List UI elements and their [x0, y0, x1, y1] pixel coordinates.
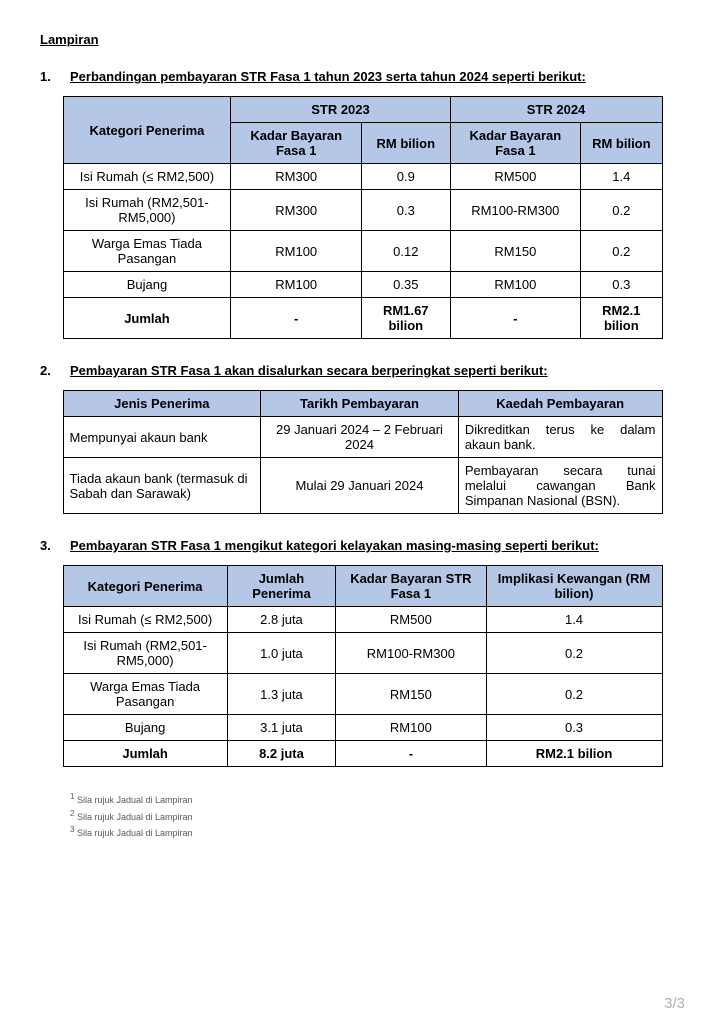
cell: Isi Rumah (≤ RM2,500): [63, 607, 227, 633]
cell: RM300: [231, 190, 362, 231]
cell: RM300: [231, 164, 362, 190]
cell: 29 Januari 2024 – 2 Februari 2024: [261, 417, 459, 458]
page-title: Lampiran: [40, 32, 685, 47]
table-3: Kategori Penerima Jumlah Penerima Kadar …: [63, 565, 663, 767]
section-1-num: 1.: [40, 69, 70, 84]
cell: 1.4: [581, 164, 662, 190]
cell: 1.0 juta: [227, 633, 336, 674]
cell: Pembayaran secara tunai melalui cawangan…: [458, 458, 662, 514]
cell: 0.35: [362, 272, 451, 298]
col-str2023: STR 2023: [231, 97, 450, 123]
cell: RM100: [231, 272, 362, 298]
cell: RM500: [450, 164, 581, 190]
cell: Warga Emas Tiada Pasangan: [63, 231, 231, 272]
footnote-1: 1 Sila rujuk Jadual di Lampiran: [70, 791, 685, 808]
col-kadar-1: Kadar Bayaran Fasa 1: [231, 123, 362, 164]
table-row-total: Jumlah - RM1.67 bilion - RM2.1 bilion: [63, 298, 662, 339]
page-number: 3/3: [664, 995, 685, 1012]
table-row: Isi Rumah (≤ RM2,500) 2.8 juta RM500 1.4: [63, 607, 662, 633]
section-2-num: 2.: [40, 363, 70, 378]
cell: 0.9: [362, 164, 451, 190]
cell: Tiada akaun bank (termasuk di Sabah dan …: [63, 458, 261, 514]
table-1: Kategori Penerima STR 2023 STR 2024 Kada…: [63, 96, 663, 339]
cell: RM100: [336, 715, 486, 741]
footnote-3: 3 Sila rujuk Jadual di Lampiran: [70, 824, 685, 841]
cell: RM100-RM300: [336, 633, 486, 674]
cell: -: [450, 298, 581, 339]
col-tarikh: Tarikh Pembayaran: [261, 391, 459, 417]
cell: 8.2 juta: [227, 741, 336, 767]
cell: Mempunyai akaun bank: [63, 417, 261, 458]
table-row: Warga Emas Tiada Pasangan RM100 0.12 RM1…: [63, 231, 662, 272]
col-kadar-3: Kadar Bayaran STR Fasa 1: [336, 566, 486, 607]
table-row: Tiada akaun bank (termasuk di Sabah dan …: [63, 458, 662, 514]
cell: RM1.67 bilion: [362, 298, 451, 339]
table-row: Kategori Penerima STR 2023 STR 2024: [63, 97, 662, 123]
table-row: Isi Rumah (≤ RM2,500) RM300 0.9 RM500 1.…: [63, 164, 662, 190]
cell: 0.3: [581, 272, 662, 298]
cell: RM100: [231, 231, 362, 272]
cell: -: [336, 741, 486, 767]
cell: RM2.1 bilion: [486, 741, 662, 767]
cell: 0.3: [362, 190, 451, 231]
cell: Mulai 29 Januari 2024: [261, 458, 459, 514]
table-row: Bujang RM100 0.35 RM100 0.3: [63, 272, 662, 298]
col-rm-2: RM bilion: [581, 123, 662, 164]
cell: RM2.1 bilion: [581, 298, 662, 339]
cell: 1.3 juta: [227, 674, 336, 715]
cell: Bujang: [63, 272, 231, 298]
section-1-title: Perbandingan pembayaran STR Fasa 1 tahun…: [70, 69, 586, 84]
cell: RM150: [336, 674, 486, 715]
col-kategori-3: Kategori Penerima: [63, 566, 227, 607]
col-str2024: STR 2024: [450, 97, 662, 123]
col-kaedah: Kaedah Pembayaran: [458, 391, 662, 417]
col-jumlah-pen: Jumlah Penerima: [227, 566, 336, 607]
col-kadar-2: Kadar Bayaran Fasa 1: [450, 123, 581, 164]
table-row: Jenis Penerima Tarikh Pembayaran Kaedah …: [63, 391, 662, 417]
section-3-num: 3.: [40, 538, 70, 553]
col-implikasi: Implikasi Kewangan (RM bilion): [486, 566, 662, 607]
cell: 0.2: [486, 674, 662, 715]
cell: 0.2: [581, 190, 662, 231]
cell: RM100: [450, 272, 581, 298]
section-2-header: 2. Pembayaran STR Fasa 1 akan disalurkan…: [40, 363, 685, 378]
section-3-title: Pembayaran STR Fasa 1 mengikut kategori …: [70, 538, 599, 553]
cell: Jumlah: [63, 741, 227, 767]
cell: RM500: [336, 607, 486, 633]
section-3-header: 3. Pembayaran STR Fasa 1 mengikut katego…: [40, 538, 685, 553]
cell: RM100-RM300: [450, 190, 581, 231]
table-row: Isi Rumah (RM2,501-RM5,000) 1.0 juta RM1…: [63, 633, 662, 674]
cell: 3.1 juta: [227, 715, 336, 741]
cell: Bujang: [63, 715, 227, 741]
col-kategori: Kategori Penerima: [63, 97, 231, 164]
cell: 0.12: [362, 231, 451, 272]
table-row: Kategori Penerima Jumlah Penerima Kadar …: [63, 566, 662, 607]
footnote-2: 2 Sila rujuk Jadual di Lampiran: [70, 808, 685, 825]
section-2-title: Pembayaran STR Fasa 1 akan disalurkan se…: [70, 363, 548, 378]
footnotes: 1 Sila rujuk Jadual di Lampiran 2 Sila r…: [70, 791, 685, 841]
table-row-total: Jumlah 8.2 juta - RM2.1 bilion: [63, 741, 662, 767]
cell: Dikreditkan terus ke dalam akaun bank.: [458, 417, 662, 458]
cell: 1.4: [486, 607, 662, 633]
cell: Isi Rumah (≤ RM2,500): [63, 164, 231, 190]
col-rm-1: RM bilion: [362, 123, 451, 164]
cell: -: [231, 298, 362, 339]
cell: 0.3: [486, 715, 662, 741]
table-row: Mempunyai akaun bank 29 Januari 2024 – 2…: [63, 417, 662, 458]
cell: Warga Emas Tiada Pasangan: [63, 674, 227, 715]
table-2: Jenis Penerima Tarikh Pembayaran Kaedah …: [63, 390, 663, 514]
table-row: Isi Rumah (RM2,501-RM5,000) RM300 0.3 RM…: [63, 190, 662, 231]
table-row: Warga Emas Tiada Pasangan 1.3 juta RM150…: [63, 674, 662, 715]
cell: Isi Rumah (RM2,501-RM5,000): [63, 633, 227, 674]
cell: Isi Rumah (RM2,501-RM5,000): [63, 190, 231, 231]
col-jenis: Jenis Penerima: [63, 391, 261, 417]
cell: Jumlah: [63, 298, 231, 339]
cell: 0.2: [581, 231, 662, 272]
cell: 0.2: [486, 633, 662, 674]
section-1-header: 1. Perbandingan pembayaran STR Fasa 1 ta…: [40, 69, 685, 84]
table-row: Bujang 3.1 juta RM100 0.3: [63, 715, 662, 741]
cell: RM150: [450, 231, 581, 272]
cell: 2.8 juta: [227, 607, 336, 633]
